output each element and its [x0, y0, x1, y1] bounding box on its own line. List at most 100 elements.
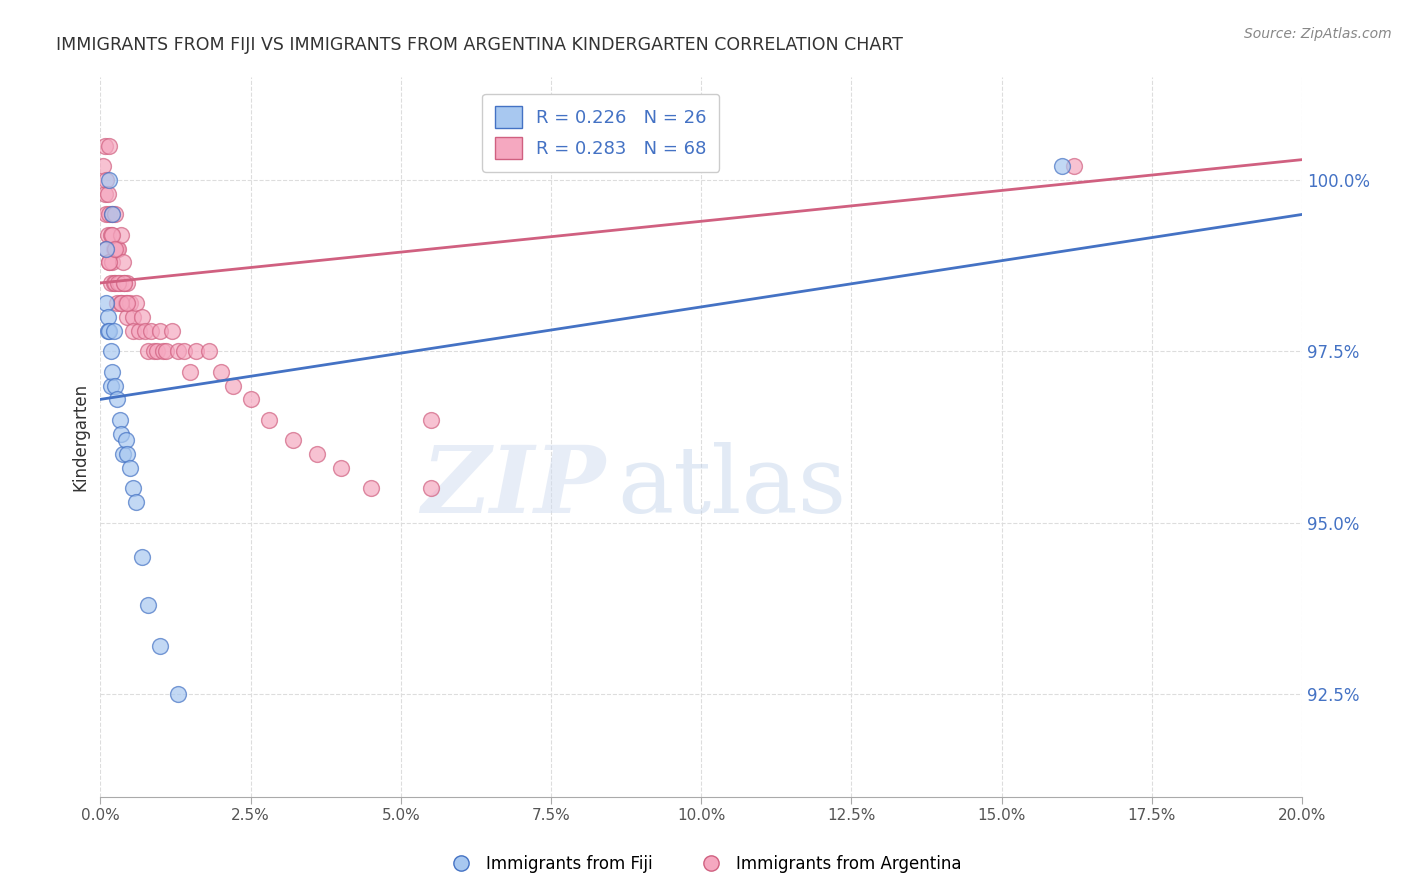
Point [1050, 160, 1073, 174]
Point [179, 365, 201, 379]
Point [97, 324, 120, 338]
Point [125, 495, 148, 509]
Point [96, 207, 118, 221]
Text: ZIP: ZIP [420, 442, 605, 533]
Point [239, 392, 262, 407]
Legend: Immigrants from Fiji, Immigrants from Argentina: Immigrants from Fiji, Immigrants from Ar… [437, 848, 969, 880]
Legend: R = 0.226   N = 26, R = 0.283   N = 68: R = 0.226 N = 26, R = 0.283 N = 68 [482, 94, 720, 172]
Point [101, 207, 124, 221]
Point [97, 227, 120, 242]
Point [419, 482, 441, 496]
Point [101, 207, 124, 221]
Point [419, 413, 441, 427]
Point [360, 482, 382, 496]
Point [98, 255, 121, 269]
Point [98, 173, 121, 187]
Point [197, 344, 219, 359]
Point [105, 296, 128, 310]
Point [110, 426, 132, 441]
Point [100, 344, 122, 359]
Point [94, 139, 117, 153]
Point [100, 276, 122, 290]
Point [104, 207, 127, 221]
Point [138, 344, 160, 359]
Point [98, 207, 121, 221]
Point [117, 276, 139, 290]
Text: IMMIGRANTS FROM FIJI VS IMMIGRANTS FROM ARGENTINA KINDERGARTEN CORRELATION CHART: IMMIGRANTS FROM FIJI VS IMMIGRANTS FROM … [56, 36, 903, 54]
Point [96, 242, 118, 256]
Point [110, 296, 132, 310]
Point [103, 242, 125, 256]
Point [173, 344, 195, 359]
Point [120, 461, 142, 475]
Point [96, 242, 118, 256]
Point [108, 276, 131, 290]
Point [149, 639, 172, 653]
Point [97, 310, 120, 325]
Point [209, 365, 232, 379]
Point [141, 324, 163, 338]
Point [96, 296, 118, 310]
Point [101, 227, 124, 242]
Point [155, 344, 177, 359]
Point [110, 227, 132, 242]
Point [100, 378, 122, 392]
Point [329, 461, 352, 475]
Point [131, 549, 153, 564]
Point [152, 344, 174, 359]
Point [105, 242, 128, 256]
Point [1063, 160, 1085, 174]
Point [97, 186, 120, 201]
Point [162, 324, 184, 338]
Point [96, 173, 118, 187]
Point [117, 296, 139, 310]
Point [101, 255, 124, 269]
Text: Source: ZipAtlas.com: Source: ZipAtlas.com [1244, 27, 1392, 41]
Point [112, 276, 135, 290]
Point [98, 324, 121, 338]
Point [101, 365, 124, 379]
Point [134, 324, 156, 338]
Point [125, 296, 148, 310]
Point [105, 392, 128, 407]
Point [104, 242, 127, 256]
Point [98, 139, 121, 153]
Point [100, 227, 122, 242]
Point [107, 276, 129, 290]
Point [122, 482, 145, 496]
Point [128, 324, 150, 338]
Point [104, 276, 127, 290]
Point [98, 255, 121, 269]
Point [149, 324, 172, 338]
Point [143, 344, 166, 359]
Point [221, 378, 243, 392]
Point [103, 276, 125, 290]
Point [122, 310, 145, 325]
Point [117, 310, 139, 325]
Point [104, 378, 127, 392]
Text: atlas: atlas [617, 442, 846, 533]
Point [138, 598, 160, 612]
Point [103, 324, 125, 338]
Point [167, 687, 190, 701]
Point [117, 447, 139, 461]
Point [281, 434, 304, 448]
Point [131, 310, 153, 325]
Point [146, 344, 169, 359]
Point [167, 344, 190, 359]
Point [112, 276, 135, 290]
Point [122, 324, 145, 338]
Point [110, 296, 132, 310]
Y-axis label: Kindergarten: Kindergarten [72, 383, 89, 491]
Point [108, 413, 131, 427]
Point [93, 160, 115, 174]
Point [114, 434, 136, 448]
Point [114, 296, 136, 310]
Point [257, 413, 280, 427]
Point [93, 186, 115, 201]
Point [107, 242, 129, 256]
Point [112, 255, 135, 269]
Point [120, 296, 142, 310]
Point [305, 447, 328, 461]
Point [186, 344, 208, 359]
